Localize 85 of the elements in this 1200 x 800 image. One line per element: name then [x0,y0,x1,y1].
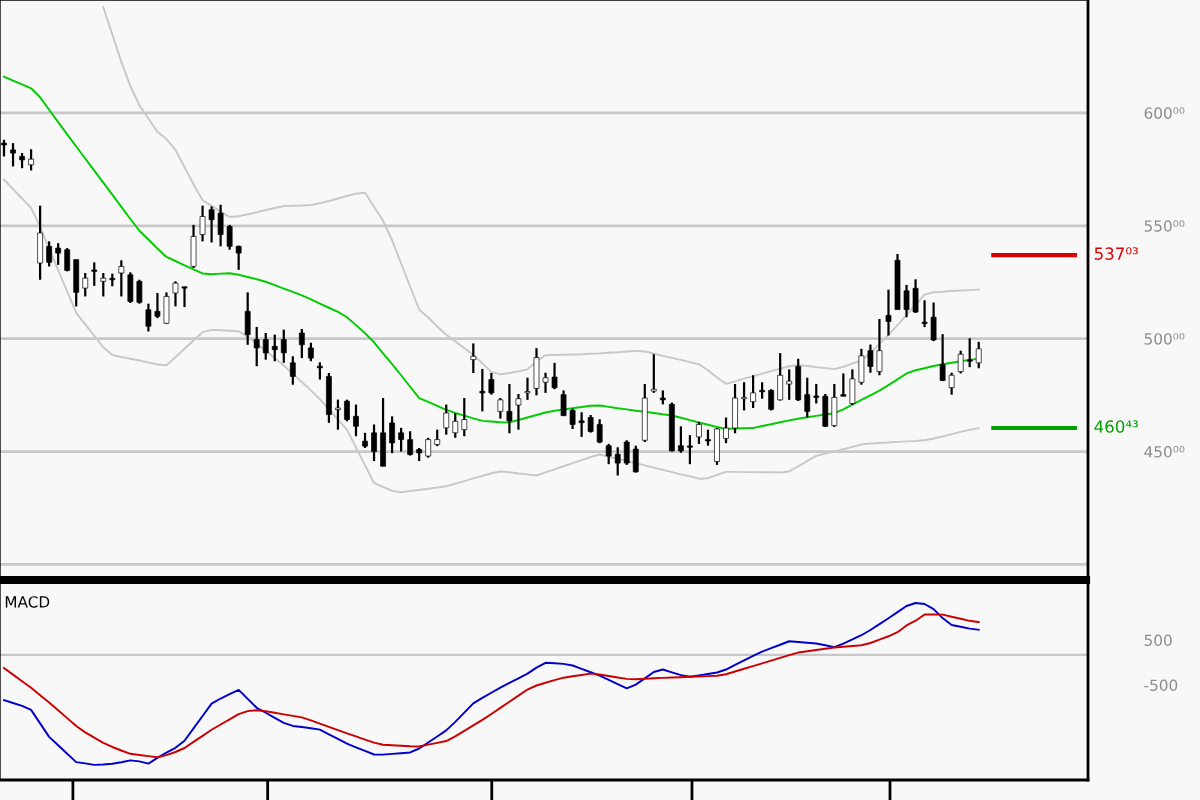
y-tick-label: 600⁰⁰ [1144,107,1185,119]
candlestick [867,343,874,374]
candlestick [569,407,576,431]
candlestick [145,302,152,333]
candlestick [199,204,206,243]
candlestick [497,396,504,420]
candlestick [271,333,278,363]
candlestick [398,426,404,453]
candlestick [506,382,513,435]
candlestick [28,148,34,172]
candlestick [353,403,359,438]
candlestick [217,203,224,248]
candlestick [470,342,477,375]
y-tick-label: 500 [1144,634,1172,647]
candlestick [181,285,188,309]
candlestick [55,242,62,266]
candlestick [136,278,143,305]
candlestick [289,355,296,386]
candlestick [280,328,287,364]
y-tick-label: 500⁰⁰ [1144,333,1185,345]
candlestick [840,372,847,398]
candlestick [948,371,955,396]
candlestick [10,142,16,168]
candlestick [650,353,657,394]
candlestick [542,371,549,394]
candlestick [443,403,450,436]
candlestick [425,436,432,459]
candlestick [208,205,215,244]
candlestick [750,374,756,410]
candlestick [335,398,341,431]
candlestick [741,381,747,412]
candlestick [244,291,251,346]
candlestick [687,433,693,466]
candlestick [957,349,964,375]
candlestick [253,325,260,368]
candlestick [696,420,702,445]
candlestick [46,240,53,268]
candlestick [939,333,946,383]
candlestick [172,280,179,308]
candlestick [930,301,937,343]
candlestick [723,416,729,445]
candlestick [605,442,612,466]
candlestick [82,271,89,298]
candlestick [371,423,377,463]
candlestick [623,439,630,466]
candlestick [91,261,98,287]
candlestick [678,425,684,454]
candlestick [307,341,314,363]
candlestick [524,376,531,401]
candlestick [389,415,395,455]
candlestick [786,368,793,401]
candlestick [903,283,910,319]
y-tick-label: 450⁰⁰ [1144,446,1185,458]
candlestick [226,223,233,251]
candlestick [921,299,928,329]
candlestick [912,278,919,315]
ref-line-label: 460⁴³ [1094,420,1138,433]
candlestick [966,337,973,369]
candlestick [551,361,558,391]
candlestick [479,367,486,413]
candlestick [100,271,107,298]
candlestick [515,392,522,431]
candlestick [975,340,982,370]
candlestick [578,411,585,438]
candlestick [344,398,350,423]
text: MACD [5,596,50,608]
candlestick [632,444,639,474]
ref-line-label: 537⁰³ [1094,247,1138,260]
candlestick [262,331,269,361]
candlestick [461,396,468,438]
candlestick [885,288,892,337]
y-tick-label: 550⁰⁰ [1144,220,1185,232]
y-tick-label: -500 [1144,679,1178,692]
candlestick [804,376,811,419]
candlestick [118,259,125,298]
candlestick [452,411,459,439]
candlestick [298,327,305,360]
candlestick [235,244,242,271]
candlestick [560,389,567,417]
candlestick [407,430,414,457]
candlestick [614,446,621,477]
candlestick [154,291,161,320]
candlestick [488,371,495,396]
candlestick [813,382,820,405]
candlestick [876,317,883,377]
